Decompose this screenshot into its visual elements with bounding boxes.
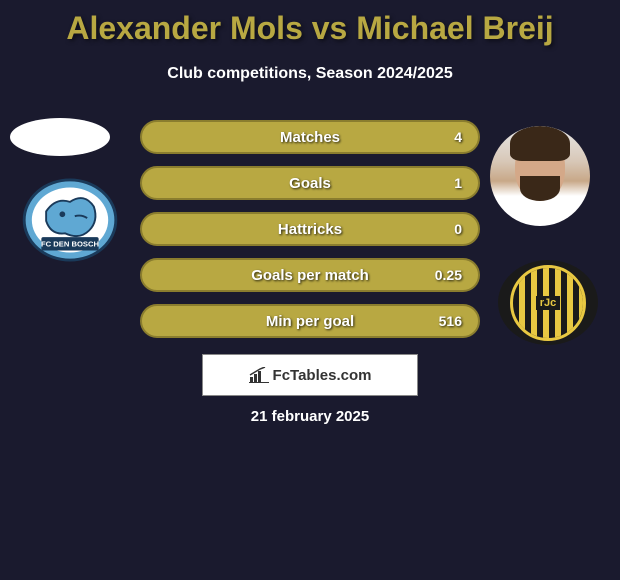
- watermark-text: FcTables.com: [273, 367, 372, 384]
- stat-value-right: 0: [454, 221, 462, 237]
- stats-container: Matches 4 Goals 1 Hattricks 0 Goals per …: [140, 120, 480, 350]
- club-right-short: rJc: [536, 296, 561, 310]
- page-subtitle: Club competitions, Season 2024/2025: [0, 65, 620, 83]
- stat-bar-min-per-goal: Min per goal 516: [140, 304, 480, 338]
- chart-icon: [249, 367, 269, 383]
- stat-value-right: 516: [439, 313, 462, 329]
- stat-bar-goals: Goals 1: [140, 166, 480, 200]
- stat-value-right: 4: [454, 129, 462, 145]
- stat-bar-goals-per-match: Goals per match 0.25: [140, 258, 480, 292]
- page-title: Alexander Mols vs Michael Breij: [0, 0, 620, 47]
- stat-label: Hattricks: [278, 221, 342, 238]
- stat-label: Goals: [289, 175, 331, 192]
- svg-text:FC DEN BOSCH: FC DEN BOSCH: [41, 240, 99, 249]
- stat-label: Goals per match: [251, 267, 369, 284]
- stat-value-right: 1: [454, 175, 462, 191]
- stat-value-right: 0.25: [435, 267, 462, 283]
- stat-label: Matches: [280, 129, 340, 146]
- club-logo-left: FC DEN BOSCH: [22, 178, 118, 262]
- watermark: FcTables.com: [202, 354, 418, 396]
- club-logo-right: rJc: [498, 260, 598, 345]
- player-avatar-right: [490, 126, 590, 226]
- scrape-date: 21 february 2025: [0, 408, 620, 425]
- stat-bar-matches: Matches 4: [140, 120, 480, 154]
- stat-bar-hattricks: Hattricks 0: [140, 212, 480, 246]
- stat-label: Min per goal: [266, 313, 354, 330]
- player-avatar-left: [10, 118, 110, 156]
